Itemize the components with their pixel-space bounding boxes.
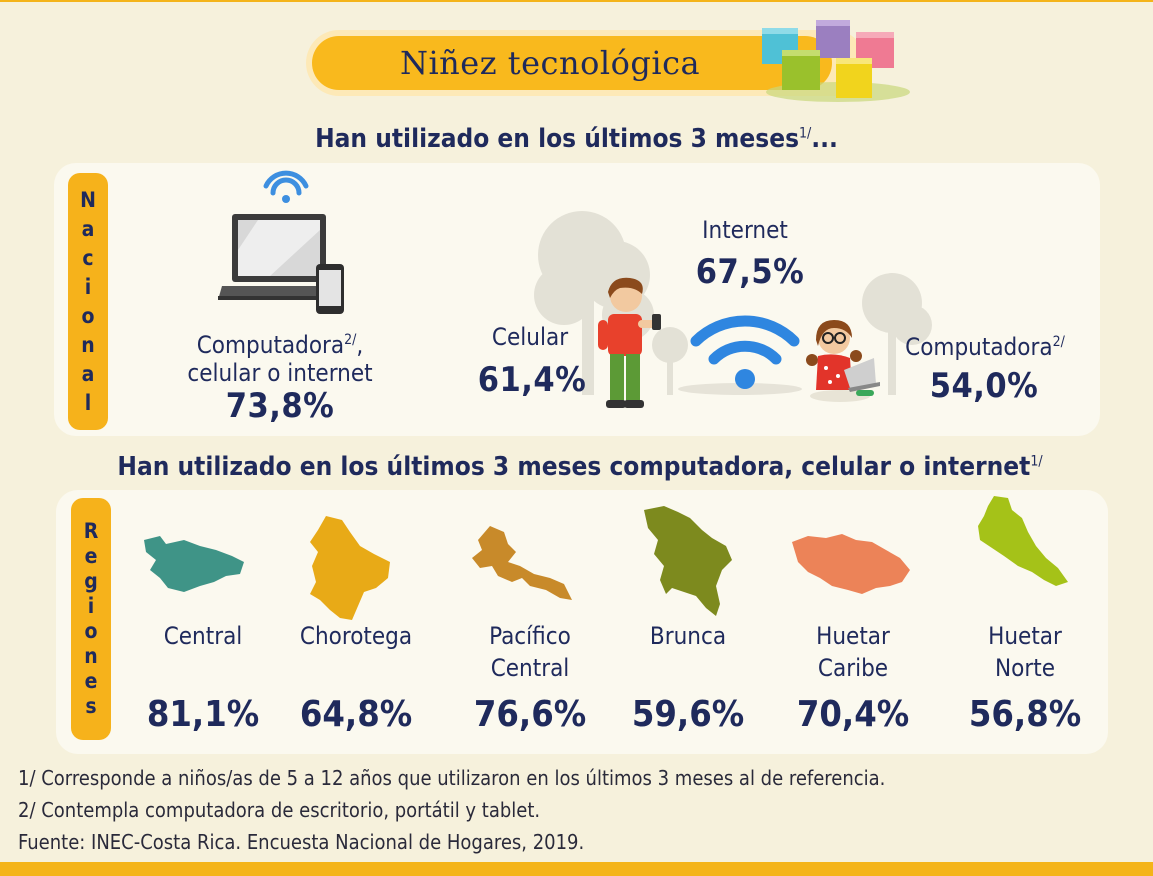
boy-illustration <box>598 277 661 408</box>
source-note: Fuente: INEC-Costa Rica. Encuesta Nacion… <box>18 830 585 854</box>
nacional-tab-letter: a <box>81 361 95 386</box>
region-name: Chorotega <box>276 620 436 652</box>
wifi-icon <box>263 170 309 203</box>
title-pill <box>312 36 832 90</box>
chorotega-region-map <box>310 516 390 620</box>
region-name-line-2: Caribe <box>817 654 889 682</box>
footnote-2: 2/ Contempla computadora de escritorio, … <box>18 798 541 822</box>
regiones-tab-letter: e <box>84 544 98 568</box>
heading-nacional: Han utilizado en los últimos 3 meses1/..… <box>315 124 838 154</box>
blocks-illustration <box>762 20 910 102</box>
internet-value: 67,5% <box>695 252 805 292</box>
page-title: Niñez tecnológica <box>399 44 701 82</box>
region-name: Pacífico Central <box>450 620 610 684</box>
celular-label: Celular <box>491 323 569 351</box>
region-value: 81,1% <box>146 694 260 735</box>
nacional-tab-letter: N <box>80 187 96 212</box>
regiones-tab-letter: s <box>85 694 97 718</box>
nacional-tab-letter: a <box>81 216 95 241</box>
regiones-tab-letter: e <box>84 669 98 693</box>
region-name-line-2: Norte <box>995 654 1055 682</box>
nacional-tab-letter: l <box>84 390 92 415</box>
region-value: 70,4% <box>796 694 910 735</box>
region-value: 76,6% <box>473 694 587 735</box>
celular-value: 61,4% <box>477 360 587 400</box>
phone-icon <box>316 264 344 314</box>
top-border <box>0 0 1153 2</box>
huetar-caribe-region-map <box>792 534 910 594</box>
heading-regiones: Han utilizado en los últimos 3 meses com… <box>117 452 1043 482</box>
regiones-tab-letter: i <box>87 594 95 618</box>
regiones-tab-letter: R <box>83 519 99 543</box>
nacional-tab-letter: n <box>81 332 95 357</box>
region-name-line-1: Pacífico <box>489 622 571 650</box>
brunca-region-map <box>644 506 732 616</box>
nacional-tab-letter: o <box>81 303 95 328</box>
huetar-norte-region-map <box>978 496 1068 586</box>
region-name-line-2: Central <box>490 654 570 682</box>
region-name: Huetar Norte <box>945 620 1105 684</box>
region-name: Brunca <box>608 620 768 652</box>
regiones-panel <box>56 490 1108 754</box>
nacional-tab-letter: c <box>82 245 94 270</box>
region-name-line-1: Brunca <box>649 622 727 650</box>
regiones-tab-letter: g <box>84 569 98 593</box>
regiones-tab-letter: n <box>84 644 98 668</box>
internet-label: Internet <box>702 216 788 244</box>
region-name-line-1: Huetar <box>816 622 890 650</box>
combined-label: Computadora2/, celular o internet <box>187 331 373 387</box>
bottom-border <box>0 862 1153 876</box>
computadora-value: 54,0% <box>929 366 1039 406</box>
combined-value: 73,8% <box>225 386 335 426</box>
wifi-icon <box>690 315 800 389</box>
nacional-tab-letter: i <box>84 274 92 299</box>
footnote-1: 1/ Corresponde a niños/as de 5 a 12 años… <box>18 766 886 790</box>
laptop-icon <box>218 170 344 314</box>
region-name: Huetar Caribe <box>773 620 933 684</box>
region-value: 64,8% <box>299 694 413 735</box>
region-name: Central <box>123 620 283 652</box>
region-value: 56,8% <box>968 694 1082 735</box>
central-region-map <box>144 536 244 592</box>
computadora-label: Computadora2/ <box>905 333 1065 361</box>
pacifico-central-region-map <box>472 526 572 600</box>
region-name-line-1: Huetar <box>988 622 1062 650</box>
regiones-tab-letter: o <box>84 619 98 643</box>
region-name-line-1: Chorotega <box>299 622 413 650</box>
region-value: 59,6% <box>631 694 745 735</box>
region-name-line-1: Central <box>163 622 243 650</box>
girl-illustration <box>806 320 880 402</box>
